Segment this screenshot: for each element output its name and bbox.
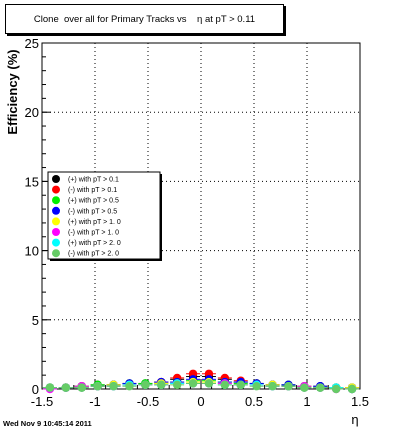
data-point [61, 383, 71, 392]
legend-entry: (+) with pT > 0.5 [68, 198, 119, 205]
x-tick-label: -1 [89, 394, 101, 409]
data-point [93, 382, 102, 391]
data-point [188, 379, 198, 388]
y-tick-label: 5 [32, 313, 39, 328]
x-tick-label: 0.5 [245, 394, 263, 409]
x-tick-label: 1 [303, 394, 310, 409]
legend-box [47, 171, 161, 260]
data-point [45, 383, 55, 392]
legend: (+) with pT > 0.1 (-) with pT > 0.1 (+) wi… [47, 171, 162, 261]
y-tick-label: 25 [25, 36, 39, 51]
data-point [300, 383, 309, 392]
data-point [141, 380, 150, 390]
axes: -1.5 -1 -0.5 0 0.5 1 1.5 0 5 10 15 20 25 [25, 36, 370, 409]
legend-marker [52, 217, 60, 226]
data-point [252, 382, 261, 391]
legend-marker [52, 249, 60, 258]
data-point [316, 383, 325, 392]
x-tick-label: -1.5 [31, 394, 53, 409]
y-axis-label: Efficiency (%) [5, 49, 20, 134]
legend-marker [52, 238, 60, 247]
data-point [284, 382, 293, 391]
data-point [204, 379, 214, 388]
chart-title: Clone over all for Primary Tracks vs η a… [33, 13, 256, 25]
timestamp: Wed Nov 9 10:45:14 2011 [3, 419, 92, 428]
y-tick-label: 20 [25, 105, 39, 120]
data-point [172, 380, 182, 390]
x-tick-label: 1.5 [351, 394, 369, 409]
legend-marker [52, 206, 60, 215]
x-tick-label: -0.5 [137, 394, 159, 409]
data-point [220, 380, 230, 390]
legend-entry: (-) with pT > 0.5 [68, 208, 117, 215]
legend-marker [52, 175, 60, 183]
legend-entry: (-) with pT > 2. 0 [68, 251, 119, 258]
data-point [347, 384, 357, 394]
y-tick-label: 15 [25, 174, 39, 189]
data-point [125, 382, 134, 391]
data-markers [42, 369, 360, 394]
y-tick-label: 0 [32, 382, 39, 397]
chart-title-box: Clone over all for Primary Tracks vs η a… [5, 4, 284, 34]
data-point [236, 380, 245, 390]
data-point [77, 383, 86, 392]
x-tick-label: 0 [197, 394, 204, 409]
legend-entry: (-) with pT > 1. 0 [68, 230, 119, 237]
legend-marker [52, 185, 60, 194]
legend-marker [52, 196, 60, 205]
legend-entry: (-) with pT > 0.1 [68, 187, 117, 194]
legend-entry: (+) with pT > 0.1 [68, 177, 119, 184]
data-point [157, 380, 166, 390]
legend-entry: (+) with pT > 2. 0 [68, 240, 121, 247]
legend-marker [52, 228, 60, 236]
y-tick-label: 10 [25, 244, 39, 259]
x-axis-label: η [351, 412, 358, 427]
legend-entry: (+) with pT > 1. 0 [68, 219, 121, 226]
data-point [331, 384, 341, 394]
data-point [268, 382, 277, 391]
data-point [109, 382, 118, 391]
